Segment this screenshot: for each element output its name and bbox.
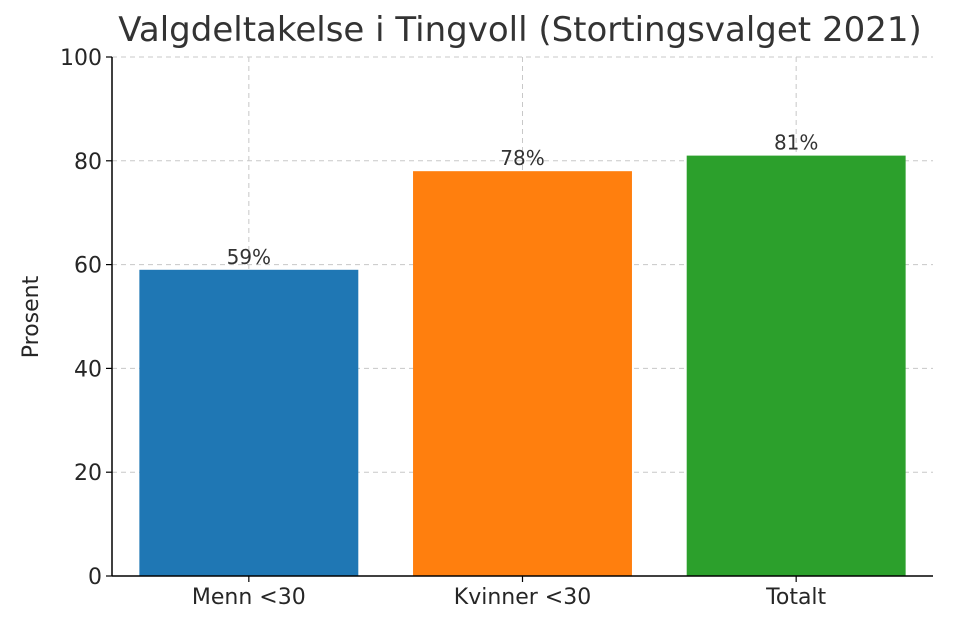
bar [139,269,359,576]
y-tick-label: 100 [60,46,102,71]
bar [686,155,906,577]
data-label: 81% [774,131,818,155]
x-tick-label: Kvinner <30 [454,585,591,610]
y-tick-label: 20 [74,461,102,486]
x-tick-label: Menn <30 [192,585,306,610]
y-axis-label: Prosent [19,275,44,358]
y-tick-label: 0 [88,565,102,590]
axes [106,56,933,582]
data-label: 78% [500,146,544,170]
labels: 0 20 40 60 80 100 Menn <30 59% Kvinner <30 78% Tot… [60,46,827,610]
chart-title: Valgdeltakelse i Tingvoll (Stortingsvalg… [118,10,921,50]
data-label: 59% [227,245,271,269]
bar [413,171,632,576]
y-tick-label: 40 [74,357,102,382]
y-tick-label: 60 [74,254,102,279]
y-tick-label: 80 [74,150,102,175]
bars [139,155,906,577]
x-tick-label: Totalt [765,585,826,610]
